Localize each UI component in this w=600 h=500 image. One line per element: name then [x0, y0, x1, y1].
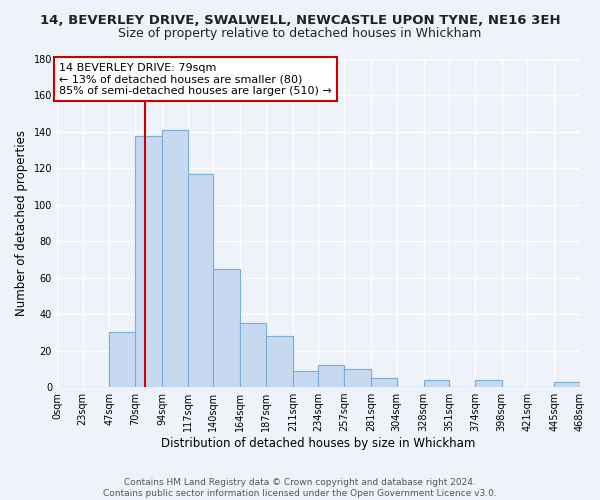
Bar — [293, 370, 319, 387]
Bar — [424, 380, 449, 387]
Bar — [214, 268, 240, 387]
Bar — [162, 130, 188, 387]
Bar — [424, 380, 449, 387]
Bar — [162, 130, 188, 387]
Bar — [188, 174, 214, 387]
X-axis label: Distribution of detached houses by size in Whickham: Distribution of detached houses by size … — [161, 437, 476, 450]
Bar — [109, 332, 135, 387]
Bar — [293, 370, 319, 387]
Y-axis label: Number of detached properties: Number of detached properties — [15, 130, 28, 316]
Bar — [475, 380, 502, 387]
Bar — [135, 136, 162, 387]
Bar — [344, 369, 371, 387]
Bar — [371, 378, 397, 387]
Bar — [135, 136, 162, 387]
Bar — [319, 365, 344, 387]
Bar — [109, 332, 135, 387]
Bar — [319, 365, 344, 387]
Bar — [214, 268, 240, 387]
Bar — [240, 324, 266, 387]
Bar — [188, 174, 214, 387]
Bar — [344, 369, 371, 387]
Bar — [240, 324, 266, 387]
Text: Size of property relative to detached houses in Whickham: Size of property relative to detached ho… — [118, 28, 482, 40]
Text: 14 BEVERLEY DRIVE: 79sqm
← 13% of detached houses are smaller (80)
85% of semi-d: 14 BEVERLEY DRIVE: 79sqm ← 13% of detach… — [59, 62, 332, 96]
Bar — [266, 336, 293, 387]
Text: Contains HM Land Registry data © Crown copyright and database right 2024.
Contai: Contains HM Land Registry data © Crown c… — [103, 478, 497, 498]
Bar — [554, 382, 580, 387]
Text: 14, BEVERLEY DRIVE, SWALWELL, NEWCASTLE UPON TYNE, NE16 3EH: 14, BEVERLEY DRIVE, SWALWELL, NEWCASTLE … — [40, 14, 560, 27]
Bar — [371, 378, 397, 387]
Bar — [266, 336, 293, 387]
Bar — [554, 382, 580, 387]
Bar — [475, 380, 502, 387]
